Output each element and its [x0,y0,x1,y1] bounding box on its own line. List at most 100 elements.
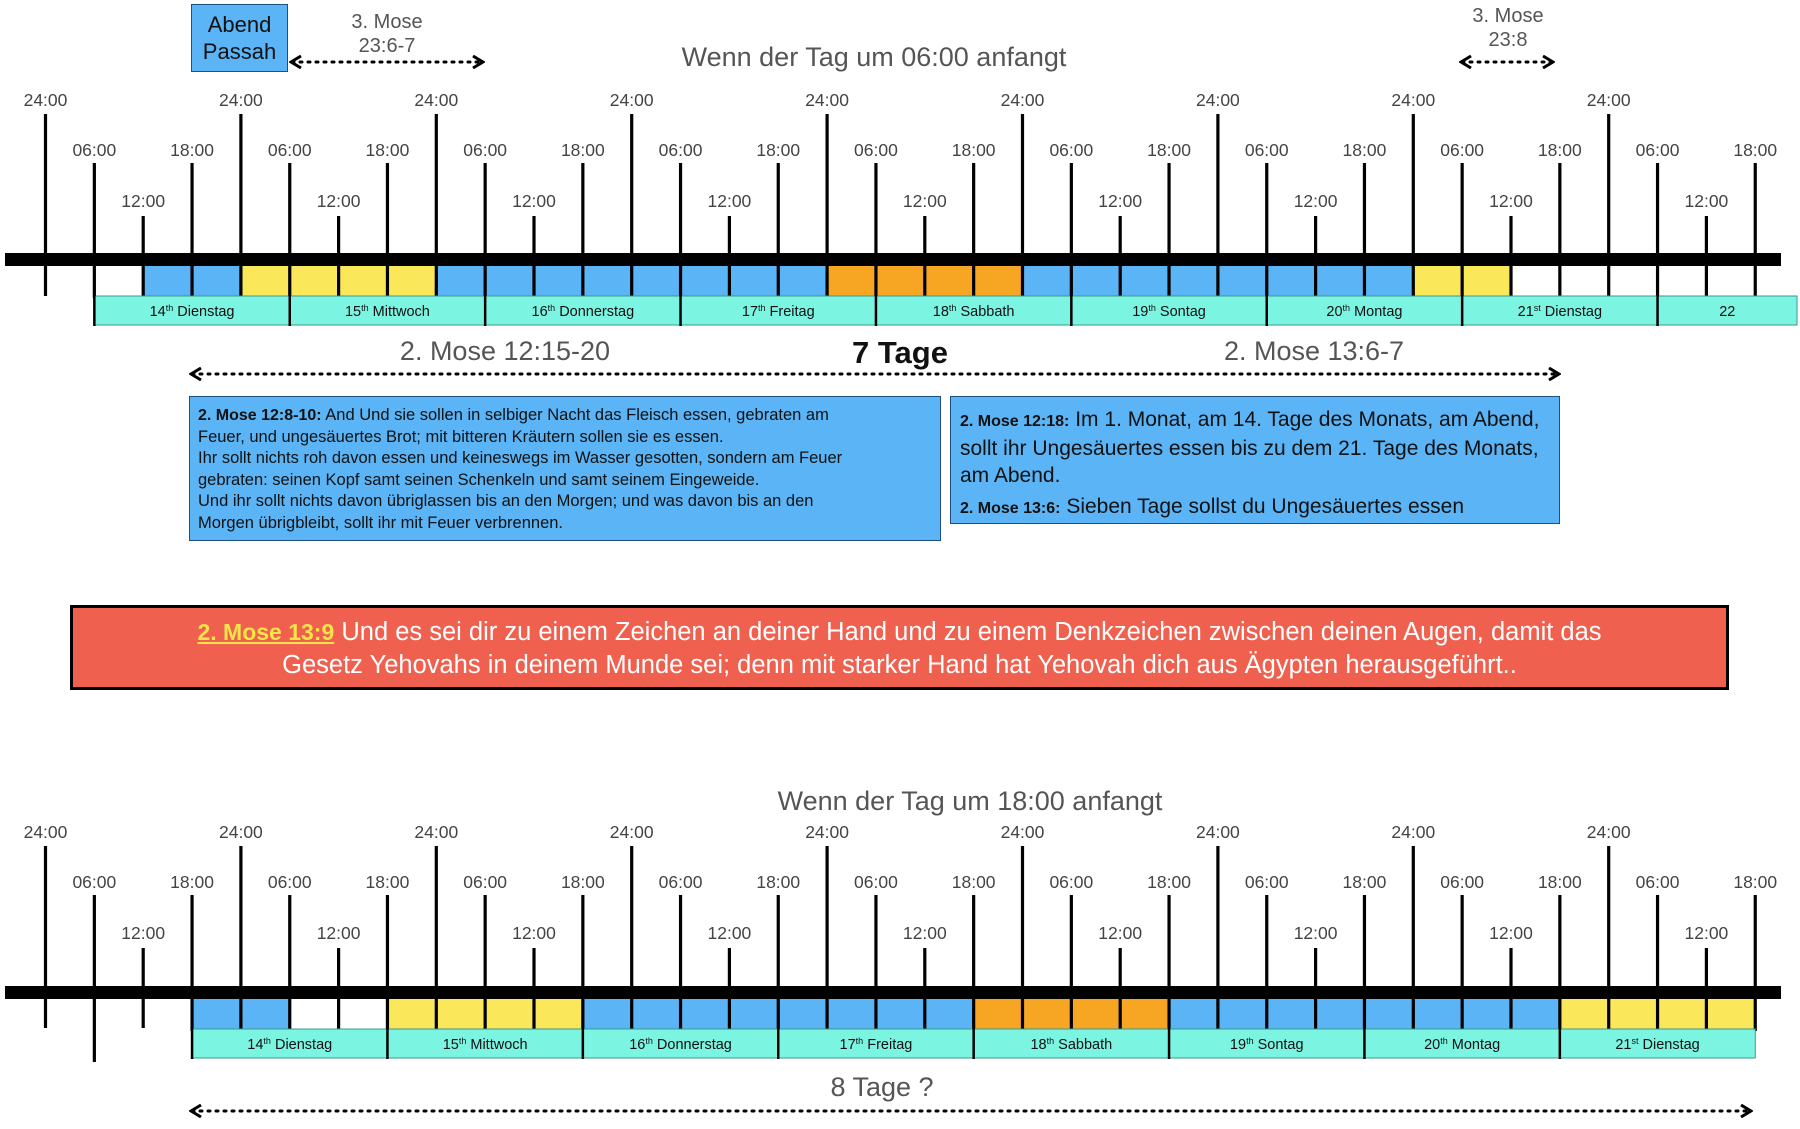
day-label: 20th Montag [1326,303,1402,320]
segment-blue [680,999,730,1029]
segment-white [1657,266,1707,296]
day-cell [484,295,682,326]
tick-label-06: 06:00 [463,140,507,160]
tick-label-12: 12:00 [121,191,165,211]
segment-white [45,266,95,296]
segment-blue [1266,999,1316,1029]
tick-label-12: 12:00 [903,191,947,211]
scripture-12-18-text: Im 1. Monat, am 14. Tage des Monats, am … [960,408,1540,487]
segment-blue [1022,266,1072,296]
tick-label-06: 06:00 [1049,140,1093,160]
tick-label-24: 24:00 [24,822,68,842]
bottom-color-segments [192,999,1756,1029]
top-mose-left-line2: 23:6-7 [359,35,416,57]
segment-blue [582,266,632,296]
top-span-center-label: 7 Tage [852,335,948,370]
bottom-span-label: 8 Tage ? [830,1072,933,1102]
segment-blue [631,266,681,296]
banner-line-2: Gesetz Yehovahs in deinem Munde sei; den… [282,651,1517,679]
segment-yellow [387,999,437,1029]
segment-yellow [1608,999,1658,1029]
tick-label-18: 18:00 [952,872,996,892]
scripture-13-6-text: Sieben Tage sollst du Ungesäuertes essen [1060,495,1465,518]
tick-label-24: 24:00 [1001,90,1045,110]
segment-yellow [1706,999,1756,1029]
scripture-line-4: gebraten: seinen Kopf samt seinen Schenk… [198,470,760,489]
segment-blue [1364,266,1414,296]
tick-label-12: 12:00 [512,923,556,943]
day-cell [191,1028,388,1059]
tick-label-18: 18:00 [1733,140,1777,160]
day-label: 20th Montag [1424,1036,1500,1053]
tick-label-06: 06:00 [72,140,116,160]
segment-orange [875,266,925,296]
tick-label-24: 24:00 [219,822,263,842]
tick-label-24: 24:00 [1196,822,1240,842]
segment-blue [143,266,193,296]
segment-yellow [1462,266,1511,296]
tick-label-24: 24:00 [805,822,849,842]
tick-label-12: 12:00 [512,191,556,211]
segment-yellow [1559,999,1609,1029]
day-label: 18th Sabbath [933,303,1015,320]
day-label: 14th Dienstag [150,303,235,320]
tick-label-06: 06:00 [854,140,898,160]
tick-label-06: 06:00 [463,872,507,892]
segment-blue [1413,999,1463,1029]
tick-label-24: 24:00 [1587,822,1631,842]
tick-label-18: 18:00 [756,140,800,160]
bottom-timeline: Wenn der Tag um 18:00 anfangt 24:00 06:00… [5,786,1781,1111]
segment-blue [192,266,241,296]
abend-passah-box: Abend Passah [191,4,288,72]
tick-label-12: 12:00 [1098,923,1142,943]
banner-ref: 2. Mose 13:9 [197,619,335,645]
tick-label-12: 12:00 [1489,191,1533,211]
tick-label-18: 18:00 [756,872,800,892]
segment-yellow [436,999,486,1029]
day-label: 17th Freitag [840,1036,913,1053]
day-cell [680,295,877,326]
top-main-axis [5,253,1781,266]
day-cell [289,295,486,326]
day-label: 18th Sabbath [1030,1036,1112,1053]
day-label: 16th Donnerstag [532,303,635,320]
segment-white [289,999,339,1029]
banner-line-1-text: Und es sei dir zu einem Zeichen an deine… [334,618,1602,646]
scripture-12-18-ref: 2. Mose 12:18: [960,413,1070,430]
scripture-line-5: Und ihr sollt nichts davon übriglassen b… [198,492,814,510]
day-label: 21st Dienstag [1518,303,1602,320]
segment-orange [973,266,1023,296]
segment-blue [534,266,583,296]
day-label: 15th Mittwoch [345,303,430,320]
day-cell [1266,295,1463,326]
segment-blue [680,266,730,296]
segment-yellow [240,266,290,296]
tick-label-06: 06:00 [268,140,312,160]
segment-blue [729,999,779,1029]
scripture-13-6-ref: 2. Mose 13:6: [960,500,1061,517]
scripture-box-12-8-10: 2. Mose 12:8-10: And Und sie sollen in s… [189,396,941,541]
tick-label-12: 12:00 [708,923,752,943]
segment-blue [924,999,974,1029]
scripture-line-3: Ihr sollt nichts roh davon essen und kei… [198,449,843,467]
tick-label-12: 12:00 [1685,191,1729,211]
segment-yellow [485,999,534,1029]
segment-blue [1217,999,1267,1029]
tick-label-24: 24:00 [1587,90,1631,110]
segment-yellow [1413,266,1463,296]
day-cell [1363,1028,1561,1059]
segment-blue [1120,266,1170,296]
segment-blue [240,999,290,1029]
tick-label-12: 12:00 [1489,923,1533,943]
segment-orange [1071,999,1121,1029]
tick-label-18: 18:00 [561,872,605,892]
day-cell [386,1028,584,1059]
top-mose-left-line1: 3. Mose [351,11,422,33]
top-span-left-label: 2. Mose 12:15-20 [400,336,610,366]
tick-label-12: 12:00 [1685,923,1729,943]
segment-white [1511,266,1560,296]
segment-yellow [289,266,339,296]
segment-blue [1315,266,1365,296]
segment-yellow [338,266,388,296]
tick-label-24: 24:00 [414,822,458,842]
